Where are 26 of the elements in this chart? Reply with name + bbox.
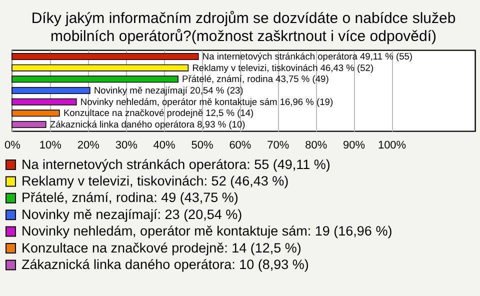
- x-tick-label: 90%: [343, 140, 366, 152]
- legend-label: Na internetových stránkách operátora: 55 (49,11 %): [22, 156, 330, 172]
- legend-label: Novinky mě nezajímají: 23 (20,54 %): [22, 206, 242, 222]
- x-tick-label: 10%: [39, 140, 62, 152]
- x-tick-label: 100%: [378, 140, 406, 152]
- data-label: Konzultace na značkové prodejně 12,5 % (14): [63, 108, 254, 118]
- x-tick-label: 70%: [267, 140, 290, 152]
- x-tick-label: 0%: [4, 140, 21, 152]
- data-label: Novinky nehledám, operátor mě kontaktuje sám 16,96 % (19): [80, 96, 334, 107]
- legend-label: Novinky nehledám, operátor mě kontaktuje sám: 19 (16,96 %): [22, 224, 392, 239]
- x-tick-label: 20%: [77, 140, 100, 152]
- data-label: Novinky mě nezajímají 20,54 % (23): [94, 86, 244, 96]
- data-label: Reklamy v televizi, tiskovinách 46,43 % (52): [192, 62, 374, 73]
- legend-label: Zákaznická linka daného operátora: 10 (8,93 %): [22, 256, 309, 272]
- x-tick-label: 60%: [229, 140, 252, 152]
- chart-title: Díky jakým informačním zdrojům se dozvídáte o nabídce služeb mobilních operátorů?(možnost zaškrtnout i více odpovědí): [31, 10, 456, 45]
- x-tick-label: 40%: [153, 140, 176, 152]
- data-label: Přátelé, známí, rodina 43,75 % (49): [182, 74, 329, 84]
- x-tick-label: 50%: [191, 140, 214, 152]
- x-tick-label: 30%: [115, 140, 138, 152]
- data-label: Zákaznická linka daného operátora 8,93 % (10): [50, 119, 246, 130]
- legend-label: Konzultace na značkové prodejně: 14 (12,5 %): [22, 240, 302, 256]
- x-tick-label: 80%: [305, 140, 328, 152]
- legend-label: Reklamy v televizi, tiskovinách: 52 (46,43 %): [22, 173, 289, 188]
- legend-label: Přátelé, známí, rodina: 49 (43,75 %): [22, 190, 238, 206]
- data-label: Na internetových stránkách operátora 49,11 % (55): [202, 52, 413, 62]
